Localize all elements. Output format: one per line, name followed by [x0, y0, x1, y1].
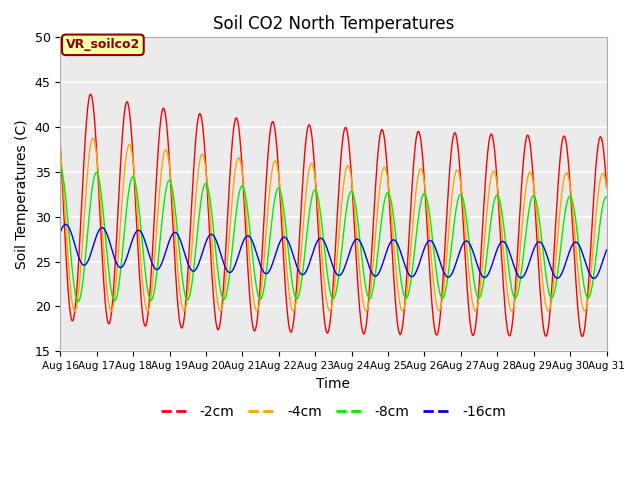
-16cm: [603, 247, 611, 253]
-4cm: [300, 217, 308, 223]
-8cm: [310, 189, 317, 194]
-16cm: [122, 259, 129, 264]
-16cm: [289, 250, 296, 256]
-4cm: [435, 308, 443, 314]
-4cm: [122, 162, 129, 168]
-8cm: [367, 293, 375, 299]
-2cm: [99, 266, 107, 272]
-16cm: [62, 222, 70, 228]
-8cm: [300, 261, 308, 266]
-8cm: [289, 281, 296, 287]
-16cm: [590, 276, 598, 281]
-2cm: [56, 142, 64, 148]
Line: -4cm: -4cm: [60, 138, 607, 311]
-2cm: [300, 164, 308, 169]
Legend: -2cm, -4cm, -8cm, -16cm: -2cm, -4cm, -8cm, -16cm: [155, 399, 511, 424]
-16cm: [310, 248, 317, 253]
-4cm: [603, 184, 611, 190]
X-axis label: Time: Time: [316, 377, 351, 391]
-4cm: [99, 235, 107, 241]
Text: VR_soilco2: VR_soilco2: [66, 38, 140, 51]
-8cm: [603, 194, 611, 200]
-16cm: [99, 225, 107, 231]
-16cm: [300, 271, 308, 277]
-8cm: [122, 220, 129, 226]
-2cm: [289, 326, 296, 332]
-4cm: [310, 166, 317, 171]
Line: -2cm: -2cm: [60, 94, 607, 336]
-4cm: [289, 307, 296, 313]
-2cm: [367, 252, 375, 258]
-8cm: [74, 299, 82, 304]
-2cm: [603, 184, 611, 190]
Title: Soil CO2 North Temperatures: Soil CO2 North Temperatures: [212, 15, 454, 33]
Line: -16cm: -16cm: [60, 225, 607, 278]
-2cm: [579, 334, 586, 339]
-2cm: [310, 151, 317, 156]
-16cm: [56, 229, 64, 235]
-4cm: [56, 147, 64, 153]
-2cm: [122, 105, 129, 110]
-16cm: [367, 269, 375, 275]
-8cm: [99, 206, 107, 212]
Y-axis label: Soil Temperatures (C): Soil Temperatures (C): [15, 120, 29, 269]
-2cm: [86, 91, 94, 97]
-8cm: [56, 165, 64, 170]
-4cm: [89, 135, 97, 141]
-4cm: [367, 279, 375, 285]
Line: -8cm: -8cm: [60, 168, 607, 301]
